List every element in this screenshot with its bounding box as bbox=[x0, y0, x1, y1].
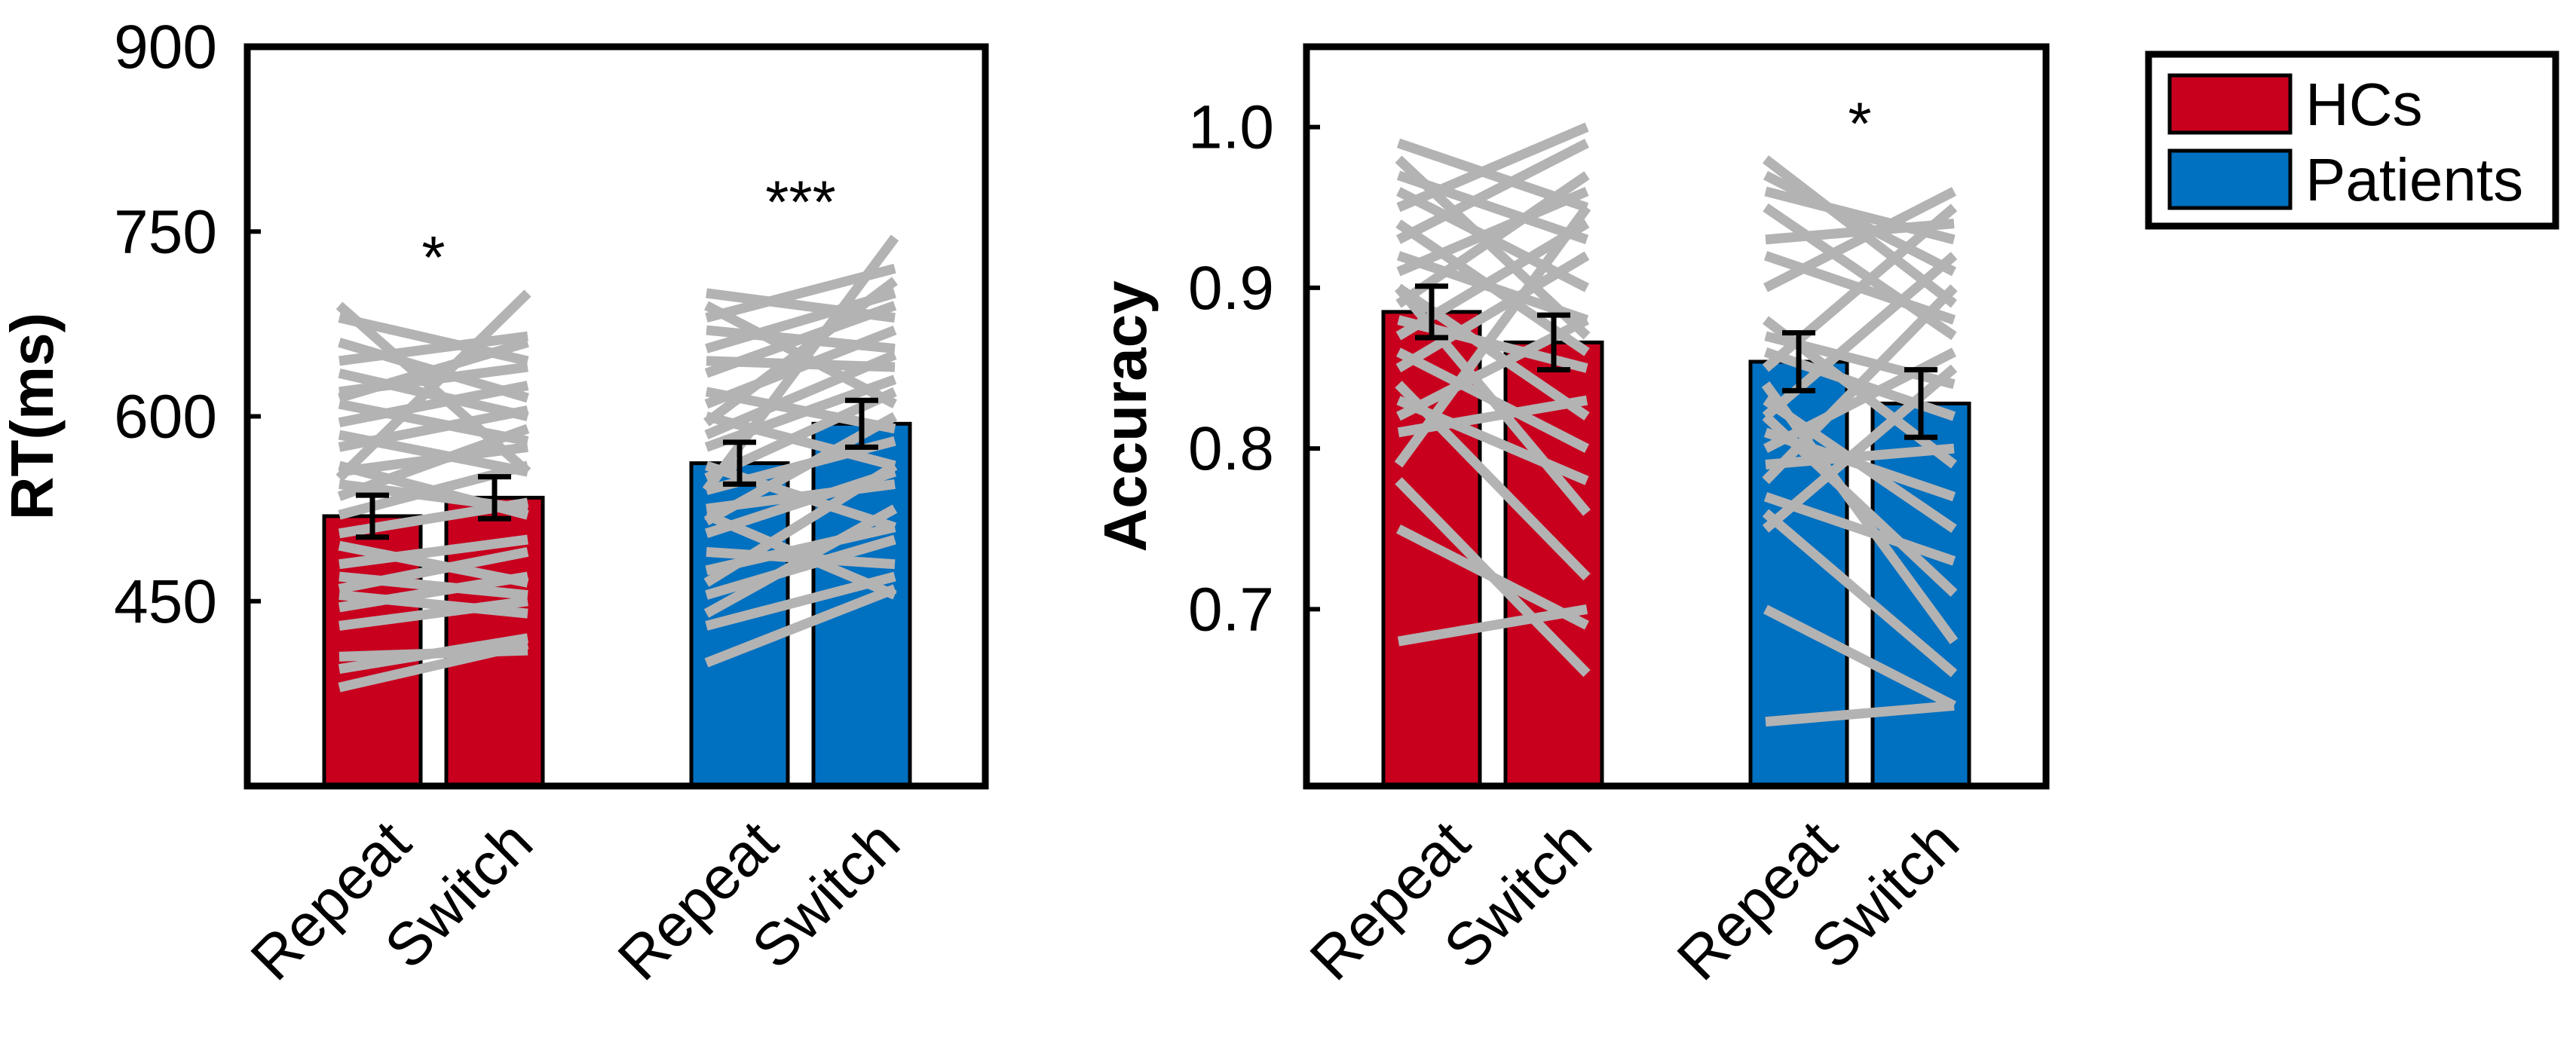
rt-subject-line bbox=[338, 590, 528, 619]
rt-significance-marker: * bbox=[421, 224, 445, 291]
accuracy-significance-marker: * bbox=[1848, 90, 1871, 157]
accuracy-subject-line bbox=[1763, 604, 1956, 711]
rt-subject-line bbox=[704, 510, 897, 600]
rt-ytick-label: 600 bbox=[114, 383, 217, 451]
accuracy-subject-line bbox=[1397, 395, 1588, 438]
rt-ytick-label: 900 bbox=[114, 13, 217, 81]
rt-x-tick-label: Repeat bbox=[238, 808, 423, 993]
accuracy-subject-line bbox=[1396, 186, 1589, 277]
accuracy-ytick-label: 0.7 bbox=[1188, 575, 1274, 644]
accuracy-subject-line bbox=[1395, 155, 1591, 340]
accuracy-subject-line bbox=[1395, 477, 1591, 677]
accuracy-x-tick-label: Repeat bbox=[1665, 808, 1849, 993]
accuracy-subject-line bbox=[1765, 443, 1955, 470]
accuracy-plot-frame bbox=[1303, 43, 2050, 790]
accuracy-subject-line bbox=[1762, 412, 1958, 597]
legend: HCs Patients bbox=[2145, 50, 2559, 230]
rt-subject-line bbox=[338, 442, 528, 477]
rt-subject-line bbox=[338, 338, 529, 403]
rt-subject-line bbox=[338, 596, 528, 631]
rt-subject-line bbox=[704, 584, 897, 668]
rt-subject-line bbox=[706, 288, 896, 323]
accuracy-subject-line bbox=[1761, 381, 1959, 644]
accuracy-subject-line bbox=[1396, 138, 1589, 213]
legend-swatch-patients bbox=[2167, 148, 2293, 210]
accuracy-subject-line bbox=[1763, 170, 1956, 277]
rt-y-axis-label: RT(ms) bbox=[0, 313, 66, 521]
accuracy-subject-line bbox=[1396, 187, 1589, 292]
accuracy-ytick-label: 1.0 bbox=[1188, 93, 1274, 162]
accuracy-x-tick-label: Repeat bbox=[1297, 808, 1482, 993]
rt-subject-line bbox=[338, 540, 529, 588]
accuracy-subject-line bbox=[1762, 509, 1958, 677]
rt-subject-line bbox=[705, 534, 896, 600]
accuracy-subject-line bbox=[1395, 381, 1591, 581]
rt-subject-line bbox=[338, 645, 528, 662]
rt-subject-line bbox=[338, 571, 528, 601]
legend-label-patients: Patients bbox=[2305, 146, 2523, 213]
legend-swatch-hcs bbox=[2167, 73, 2293, 135]
rt-subject-line bbox=[705, 411, 896, 471]
rt-significance-marker: *** bbox=[765, 168, 835, 235]
rt-ytick-label: 450 bbox=[114, 567, 217, 636]
rt-x-tick-label: Repeat bbox=[605, 808, 790, 993]
accuracy-subject-line bbox=[1763, 491, 1956, 566]
accuracy-subject-line bbox=[1763, 203, 1957, 341]
accuracy-subject-line bbox=[1764, 186, 1956, 245]
accuracy-subject-line bbox=[1765, 700, 1955, 727]
rt-subject-line bbox=[338, 534, 528, 570]
rt-subject-line bbox=[703, 277, 898, 427]
rt-ytick-label: 750 bbox=[114, 197, 217, 266]
rt-subject-line bbox=[706, 325, 896, 354]
accuracy-subject-line bbox=[1396, 139, 1589, 244]
legend-label-hcs: HCs bbox=[2305, 71, 2423, 138]
rt-subject-line bbox=[338, 399, 529, 446]
accuracy-ytick-label: 0.8 bbox=[1188, 414, 1274, 483]
rt-subject-line bbox=[335, 289, 531, 482]
rt-subject-line bbox=[705, 522, 896, 576]
accuracy-subject-line bbox=[1763, 187, 1956, 292]
rt-subject-line bbox=[338, 331, 528, 366]
accuracy-y-axis-label: Accuracy bbox=[1092, 280, 1159, 552]
accuracy-subject-line bbox=[1763, 155, 1957, 308]
accuracy-ytick-label: 0.9 bbox=[1188, 254, 1274, 323]
